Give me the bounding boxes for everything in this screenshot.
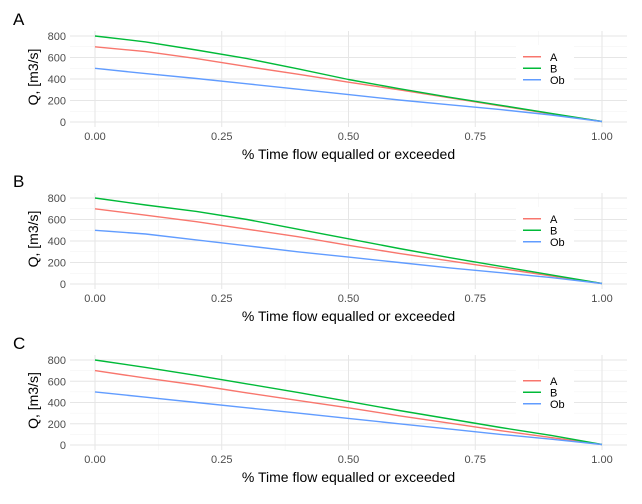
y-axis-title: Q, [m3/s] xyxy=(25,211,41,268)
legend-label-ob: Ob xyxy=(550,237,565,249)
y-tick-label: 800 xyxy=(48,355,66,367)
panel-tag: C xyxy=(13,334,25,353)
series-line-a xyxy=(94,208,603,285)
series-line-ob xyxy=(94,67,603,123)
x-axis-title: % Time flow equalled or exceeded xyxy=(242,308,455,324)
y-tick-label: 600 xyxy=(48,53,66,65)
y-tick-label: 200 xyxy=(48,258,66,270)
chart-panel-c: 0.00 0.25 0.50 0.75 1.00 0 200 400 600 800 % Time … xyxy=(13,334,627,485)
x-axis-title: % Time flow equalled or exceeded xyxy=(242,146,455,162)
x-axis-title: % Time flow equalled or exceeded xyxy=(242,469,455,485)
y-tick-label: 0 xyxy=(60,117,66,129)
legend-label-b: B xyxy=(550,387,557,399)
x-tick-label: 0.00 xyxy=(84,131,105,143)
y-tick-label: 200 xyxy=(48,96,66,108)
legend-label-ob: Ob xyxy=(550,399,565,411)
x-tick-label: 0.75 xyxy=(465,131,486,143)
legend-box xyxy=(516,369,574,414)
y-tick-label: 200 xyxy=(48,419,66,431)
y-tick-label: 0 xyxy=(60,440,66,452)
y-tick-label: 600 xyxy=(48,215,66,227)
y-tick-label: 0 xyxy=(60,279,66,291)
x-tick-label: 0.50 xyxy=(338,454,359,466)
x-tick-label: 0.00 xyxy=(84,293,105,305)
legend-label-b: B xyxy=(550,63,557,75)
x-tick-label: 1.00 xyxy=(591,454,612,466)
series-line-b xyxy=(94,359,603,446)
x-tick-label: 0.00 xyxy=(84,454,105,466)
x-tick-label: 0.75 xyxy=(465,454,486,466)
x-tick-label: 0.25 xyxy=(211,131,232,143)
series-line-b xyxy=(94,35,603,123)
y-tick-label: 800 xyxy=(48,31,66,43)
y-tick-label: 800 xyxy=(48,193,66,205)
series-line-ob xyxy=(94,229,603,285)
x-tick-label: 0.25 xyxy=(211,293,232,305)
y-axis-title: Q, [m3/s] xyxy=(25,49,41,106)
x-tick-label: 0.75 xyxy=(465,293,486,305)
x-tick-label: 0.25 xyxy=(211,454,232,466)
series-line-a xyxy=(94,369,603,446)
legend-label-a: A xyxy=(550,214,558,226)
chart-panel-b: 0.00 0.25 0.50 0.75 1.00 0 200 400 600 800 % Time … xyxy=(13,172,627,324)
x-tick-label: 1.00 xyxy=(591,293,612,305)
x-tick-label: 0.50 xyxy=(338,131,359,143)
legend-box xyxy=(516,207,574,252)
x-tick-label: 1.00 xyxy=(591,131,612,143)
chart-panel-a: 0.00 0.25 0.50 0.75 1.00 0 200 400 600 800 % Time … xyxy=(13,10,627,162)
y-tick-label: 400 xyxy=(48,74,66,86)
y-tick-label: 600 xyxy=(48,376,66,388)
legend-label-ob: Ob xyxy=(550,75,565,87)
legend-label-b: B xyxy=(550,225,557,237)
y-tick-label: 400 xyxy=(48,236,66,248)
series-line-b xyxy=(94,197,603,285)
panel-tag: A xyxy=(13,10,25,29)
y-tick-label: 400 xyxy=(48,398,66,410)
y-axis-title: Q, [m3/s] xyxy=(25,372,41,429)
series-line-ob xyxy=(94,391,603,446)
legend-label-a: A xyxy=(550,376,558,388)
x-tick-label: 0.50 xyxy=(338,293,359,305)
legend-box xyxy=(516,45,574,90)
legend-label-a: A xyxy=(550,52,558,64)
panel-tag: B xyxy=(13,172,24,191)
